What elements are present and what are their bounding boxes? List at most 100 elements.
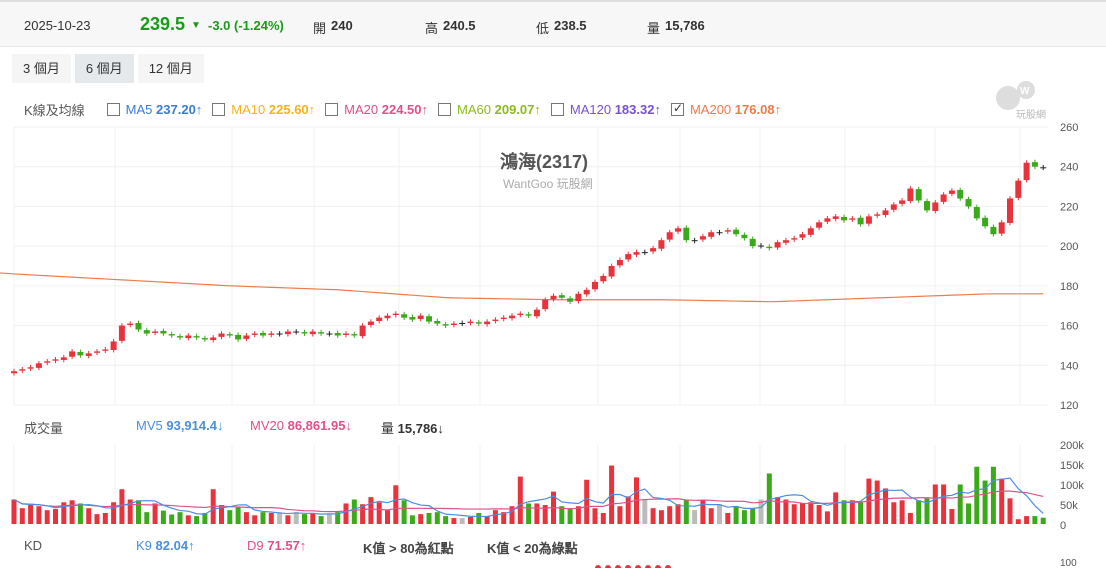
legend-ma120[interactable]: MA120 183.32↑ — [550, 102, 661, 117]
ma5-checkbox[interactable] — [106, 103, 120, 116]
tab-12-months[interactable]: 12 個月 — [137, 54, 204, 83]
volume-bar — [808, 502, 814, 524]
candle-body — [301, 332, 308, 334]
legend-ma20[interactable]: MA20 224.50↑ — [325, 102, 428, 117]
volume-bar — [517, 476, 523, 524]
volume-bar — [941, 484, 947, 524]
ma120-checkbox[interactable] — [550, 103, 564, 116]
legend-ma200[interactable]: MA200 176.08↑ — [670, 101, 782, 117]
volume-bar — [575, 506, 581, 524]
volume-bar — [775, 497, 781, 524]
candle-body — [849, 218, 856, 220]
volume-bar — [907, 512, 913, 524]
candle-body — [658, 240, 665, 249]
legend-ma10[interactable]: MA10 225.60↑ — [212, 102, 315, 117]
price-tick-label: 120 — [1060, 400, 1078, 412]
quote-change: -3.0 (-1.24%) — [208, 18, 284, 33]
volume-bar — [418, 514, 424, 524]
candle-body — [309, 331, 316, 335]
candle-body — [1015, 180, 1022, 198]
quote-date: 2025-10-23 — [24, 18, 91, 33]
candle-body — [351, 334, 358, 336]
volume-bar — [617, 506, 623, 524]
candle-body — [741, 234, 748, 239]
candle-body — [899, 200, 906, 204]
legend-ma60[interactable]: MA60 209.07↑ — [438, 102, 541, 117]
candle-body — [243, 335, 250, 339]
candle-body — [193, 336, 200, 338]
candle-body — [343, 333, 349, 335]
candle-body — [641, 252, 648, 254]
price-tick-label: 180 — [1060, 281, 1078, 293]
ma5-value: 237.20↑ — [156, 102, 203, 117]
kd-red-dot — [635, 565, 641, 568]
candle-body — [185, 335, 192, 339]
candle-body — [359, 325, 366, 337]
volume-bar — [351, 499, 357, 524]
volume-bar — [28, 505, 34, 524]
mv5-value: 93,914.4↓ — [166, 418, 224, 433]
volume-bar — [459, 518, 465, 524]
candle-body — [260, 332, 266, 336]
candle-body — [177, 336, 183, 338]
volume-bar — [501, 512, 507, 524]
volume-bar — [899, 500, 905, 524]
volume-bar — [600, 512, 606, 524]
candle-body — [666, 232, 673, 240]
volume-bar — [434, 512, 440, 524]
candle-body — [401, 314, 408, 318]
kd-title: KD — [24, 538, 43, 553]
candle-body — [143, 330, 150, 334]
high-label: 高 — [425, 21, 439, 36]
volume-bar — [841, 500, 847, 524]
candle-body — [384, 315, 391, 319]
candle-body — [616, 260, 623, 266]
open-value: 240 — [331, 18, 353, 33]
candle-body — [816, 222, 823, 228]
volume-bar — [468, 516, 473, 524]
volume-bar — [891, 502, 897, 524]
candle-body — [409, 317, 416, 320]
candle-body — [675, 228, 681, 232]
volume-bar — [990, 466, 996, 524]
legend-ma5[interactable]: MA5 237.20↑ — [106, 102, 203, 117]
volume-bar — [708, 508, 714, 524]
volume-bar — [800, 503, 805, 524]
kd-axis-100: 100 — [1060, 558, 1077, 569]
candle-body — [69, 351, 76, 357]
volume-bar — [476, 512, 482, 524]
volume-bar — [376, 502, 382, 524]
vol-legend: 量 15,786↓ — [381, 418, 444, 437]
candle-body — [251, 333, 258, 335]
ma200-checkbox[interactable] — [670, 101, 684, 116]
volume-title: 成交量 — [24, 421, 64, 436]
volume-bar — [252, 515, 258, 524]
candle-body — [998, 222, 1005, 234]
quote-price: 239.5 — [140, 14, 186, 34]
candle-body — [940, 194, 947, 202]
volume-bar — [144, 512, 150, 524]
ma60-value: 209.07↑ — [494, 102, 541, 117]
volume-bar — [77, 503, 83, 524]
volume-bar — [957, 484, 963, 524]
mv20-label: MV20 — [250, 418, 284, 433]
ma20-checkbox[interactable] — [325, 103, 339, 116]
candle-body — [27, 367, 34, 369]
volume-bar — [592, 508, 598, 524]
volume-bar — [385, 510, 390, 524]
ma200-value: 176.08↑ — [734, 102, 782, 117]
ma10-checkbox[interactable] — [212, 103, 226, 116]
candle-body — [201, 338, 208, 340]
tab-3-months[interactable]: 3 個月 — [12, 54, 71, 83]
volume-bar — [883, 488, 888, 524]
logo-text: 玩股網 — [1016, 110, 1046, 121]
volume-bar — [526, 503, 532, 524]
candle-body — [841, 216, 847, 221]
volume-bar — [1015, 519, 1021, 524]
ma60-checkbox[interactable] — [438, 103, 452, 116]
tab-6-months[interactable]: 6 個月 — [74, 54, 134, 83]
volume-bar — [177, 512, 183, 524]
volume-bar — [584, 479, 590, 524]
volume-bar — [849, 500, 855, 524]
ma-legend: K線及均線 MA5 237.20↑ MA10 225.60↑ MA20 224.… — [24, 100, 791, 119]
